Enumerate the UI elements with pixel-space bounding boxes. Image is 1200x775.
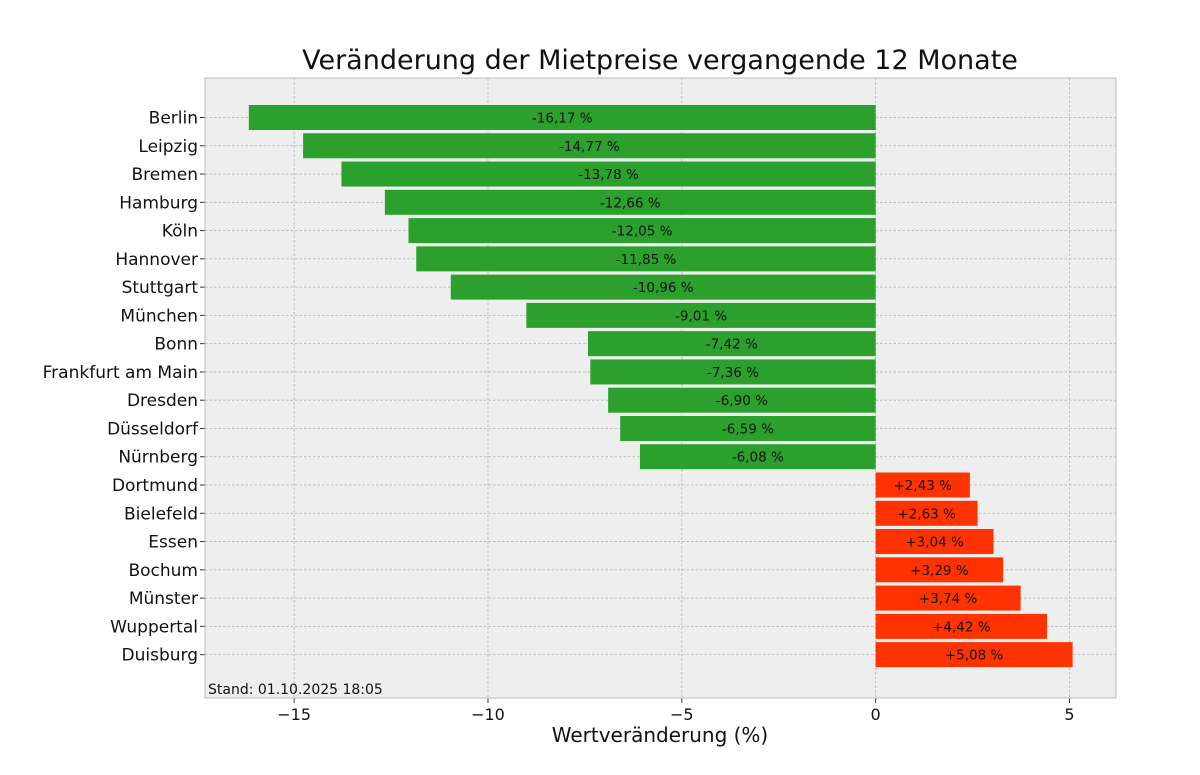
- category-label: Wuppertal: [110, 617, 198, 637]
- category-label: Dortmund: [112, 476, 198, 496]
- bar-value-label: +5,08 %: [945, 648, 1004, 664]
- bar: [341, 161, 876, 187]
- bar: [875, 529, 994, 555]
- category-label: Düsseldorf: [107, 419, 199, 439]
- bar: [875, 642, 1073, 668]
- bar-value-label: -12,05 %: [612, 224, 673, 240]
- bar-value-label: -16,17 %: [532, 111, 593, 127]
- bar: [450, 274, 876, 300]
- bar: [620, 415, 876, 441]
- category-labels: Berlin Leipzig Bremen Hamburg Köln Hannover St…: [43, 109, 205, 666]
- bar-value-label: +4,42 %: [932, 619, 991, 635]
- category-label: Stuttgart: [122, 278, 199, 298]
- bar-value-label: -6,08 %: [732, 450, 784, 466]
- bar: [590, 359, 876, 385]
- bar-value-label: -14,77 %: [559, 139, 620, 155]
- bar: [526, 302, 876, 328]
- category-label: Bonn: [154, 335, 198, 355]
- x-axis-ticks: −15 −10 −5 0 5: [277, 698, 1075, 724]
- bar: [416, 246, 876, 272]
- bar-value-label: +3,74 %: [919, 591, 978, 607]
- bar: [408, 218, 876, 244]
- category-label: Essen: [148, 533, 198, 553]
- category-label: Köln: [162, 222, 198, 242]
- category-label: München: [120, 306, 198, 326]
- bar: [875, 472, 970, 498]
- bar-value-label: +2,43 %: [894, 478, 953, 494]
- bar-value-label: -10,96 %: [633, 280, 694, 296]
- bar-value-label: -6,59 %: [722, 421, 774, 437]
- bar-value-label: -13,78 %: [578, 167, 639, 183]
- bar-value-label: -9,01 %: [675, 308, 727, 324]
- category-label: Münster: [129, 589, 198, 609]
- bar: [588, 331, 876, 357]
- bar: [875, 613, 1047, 639]
- bar-value-label: -12,66 %: [600, 195, 661, 211]
- category-label: Bielefeld: [124, 504, 198, 524]
- bar-value-label: -11,85 %: [616, 252, 677, 268]
- bar-value-label: -6,90 %: [716, 393, 768, 409]
- bar-value-label: +2,63 %: [897, 506, 956, 522]
- bar: [248, 105, 876, 130]
- x-tick-label: 0: [871, 705, 881, 724]
- bar: [875, 500, 978, 526]
- category-label: Frankfurt am Main: [43, 363, 198, 383]
- category-label: Bochum: [128, 561, 198, 581]
- bar: [608, 387, 876, 413]
- x-tick-label: 5: [1064, 705, 1074, 724]
- category-label: Berlin: [149, 109, 198, 129]
- category-label: Duisburg: [122, 646, 199, 666]
- chart-title: Veränderung der Mietpreise vergangende 1…: [302, 45, 1018, 76]
- bar-value-label: -7,36 %: [707, 365, 759, 381]
- category-label: Nürnberg: [118, 448, 198, 468]
- category-label: Hannover: [115, 250, 198, 270]
- x-tick-label: −5: [670, 705, 694, 724]
- x-tick-label: −10: [471, 705, 505, 724]
- category-label: Hamburg: [119, 193, 198, 213]
- category-label: Bremen: [131, 165, 198, 185]
- bar: [384, 189, 876, 215]
- x-tick-label: −15: [277, 705, 311, 724]
- bar: [303, 133, 876, 159]
- plot-frame: [204, 77, 1117, 699]
- category-label: Leipzig: [138, 137, 198, 157]
- bar: [875, 585, 1021, 611]
- timestamp-annotation: Stand: 01.10.2025 18:05: [208, 682, 383, 698]
- bar: [875, 557, 1004, 583]
- bar-value-label: -7,42 %: [706, 337, 758, 353]
- bars: -16,17 % -14,77 % -13,78 % -12,66 % -12,05 %…: [248, 105, 1073, 668]
- bar-value-label: +3,04 %: [905, 535, 964, 551]
- x-axis-label: Wertveränderung (%): [552, 723, 769, 747]
- category-label: Dresden: [127, 391, 198, 411]
- bar: [639, 444, 876, 470]
- bar-value-label: +3,29 %: [910, 563, 969, 579]
